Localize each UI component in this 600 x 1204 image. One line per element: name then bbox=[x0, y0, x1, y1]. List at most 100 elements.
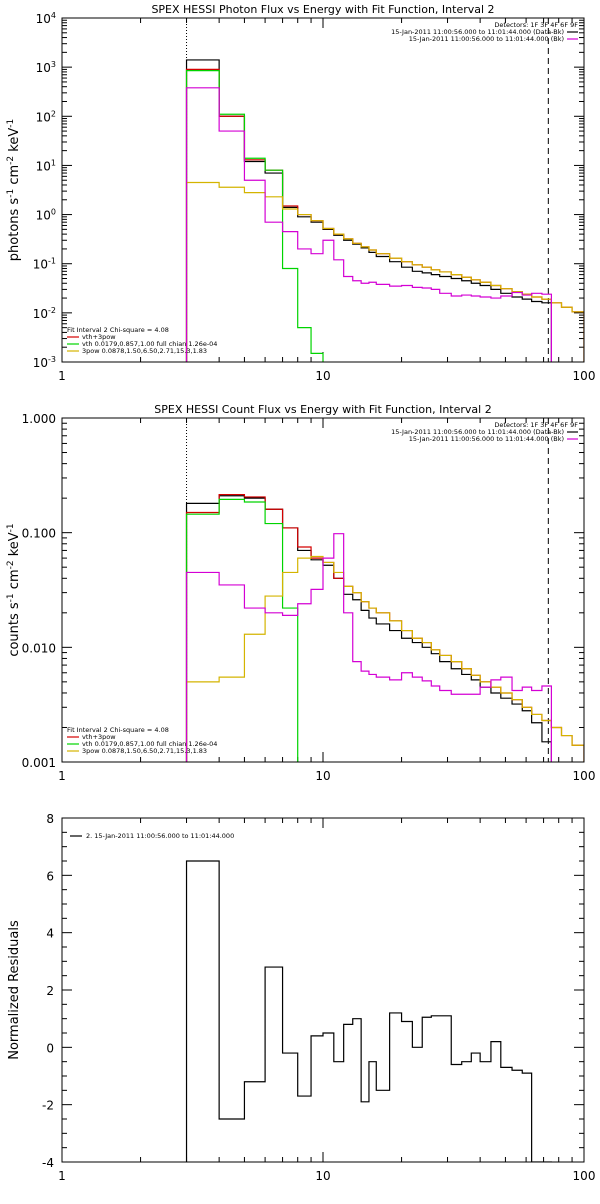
y-tick-label-exp: 1 bbox=[51, 158, 56, 167]
x-tick-label: 100 bbox=[573, 769, 596, 783]
x-tick-label: 10 bbox=[315, 769, 330, 783]
series-line-1 bbox=[185, 495, 552, 762]
x-tick-label: 1 bbox=[58, 369, 66, 383]
info-line: 15-Jan-2011 11:00:56.000 to 11:01:44.000… bbox=[409, 435, 564, 443]
y-ticks bbox=[62, 19, 584, 363]
y-tick-label: 100 bbox=[36, 208, 56, 223]
y-tick-label: 0.010 bbox=[22, 641, 56, 655]
y-tick-label: 2 bbox=[46, 984, 54, 998]
y-tick-label-exp: -1 bbox=[48, 257, 56, 266]
y-tick-label-base: 10 bbox=[36, 61, 51, 75]
y-tick-label: 10-2 bbox=[33, 306, 56, 321]
y-tick-label-base: 10 bbox=[36, 209, 51, 223]
series-group bbox=[185, 493, 584, 762]
info-line: 15-Jan-2011 11:00:56.000 to 11:01:44.000… bbox=[391, 428, 564, 436]
y-axis-label: photons s-1 cm-2 keV-1 bbox=[6, 119, 22, 261]
y-tick-label-base: 10 bbox=[36, 110, 51, 124]
fit-legend-entry: vth 0.0179,0.857,1.00 full chian 1.26e-0… bbox=[82, 740, 217, 748]
series-line-2 bbox=[185, 493, 584, 762]
fit-legend-entry: 3pow 0.0878,1.50,6.50,2.71,15.3,1.83 bbox=[82, 747, 207, 755]
info-line: 15-Jan-2011 11:00:56.000 to 11:01:44.000… bbox=[409, 35, 564, 43]
y-tick-label-base: 1.000 bbox=[22, 412, 56, 426]
y-axis-label: counts s-1 cm-2 keV-1 bbox=[6, 523, 22, 656]
y-tick-label: 10-3 bbox=[33, 355, 56, 370]
y-tick-label-exp: -2 bbox=[48, 306, 56, 315]
y-tick-label: 6 bbox=[46, 869, 54, 883]
y-ticks bbox=[62, 422, 584, 763]
panel-2: SPEX HESSI Count Flux vs Energy with Fit… bbox=[6, 403, 596, 783]
x-tick-label: 100 bbox=[573, 369, 596, 383]
y-tick-label: 103 bbox=[36, 60, 56, 75]
fit-legend-entry: vth+3pow bbox=[82, 733, 116, 741]
series-line-4 bbox=[185, 555, 584, 762]
plot-frame bbox=[61, 417, 585, 763]
y-axis-label-part: -1 bbox=[6, 119, 16, 128]
y-axis-label-part: -1 bbox=[6, 523, 16, 532]
info-line: 15-Jan-2011 11:00:56.000 to 11:01:44.000… bbox=[391, 28, 564, 36]
x-tick-label: 10 bbox=[315, 1169, 330, 1183]
y-axis-label-part: cm bbox=[7, 165, 22, 189]
y-axis-label-part: cm bbox=[7, 569, 22, 593]
y-tick-label-base: 10 bbox=[33, 258, 48, 272]
fit-legend-entry: 3pow 0.0878,1.50,6.50,2.71,15.3,1.83 bbox=[82, 347, 207, 355]
panel-3: 1 10 100 -4 -2 0 2 4 6 8 Normalized Residuals 2. 15… bbox=[7, 812, 596, 1183]
series-line-2 bbox=[185, 68, 584, 362]
y-axis-label-part: -1 bbox=[6, 593, 16, 602]
y-tick-label: 10-1 bbox=[33, 257, 56, 272]
y-tick-label: 8 bbox=[46, 812, 54, 826]
y-tick-label: 0 bbox=[46, 1041, 54, 1055]
y-tick-label-exp: -3 bbox=[48, 355, 56, 364]
fit-legend-entry: vth 0.0179,0.857,1.00 full chian 1.26e-0… bbox=[82, 340, 217, 348]
x-ticks bbox=[61, 18, 573, 362]
y-axis-label-part: photons s bbox=[7, 198, 22, 262]
y-tick-label-exp: 4 bbox=[51, 11, 56, 20]
x-tick-label: 1 bbox=[58, 769, 66, 783]
x-tick-label: 1 bbox=[58, 1169, 66, 1183]
series-line-1 bbox=[185, 59, 552, 362]
y-axis-label-part: keV bbox=[7, 532, 22, 560]
fit-legend-header: Fit Interval 2 Chi-square = 4.08 bbox=[67, 326, 169, 334]
y-axis-label: Normalized Residuals bbox=[7, 920, 22, 1060]
y-tick-label: 4 bbox=[46, 927, 54, 941]
info-line: Detectors: 1F 3F 4F 6F 9F bbox=[494, 421, 578, 429]
plot-frame bbox=[61, 17, 585, 363]
y-tick-label: 104 bbox=[36, 11, 56, 26]
info-line: Detectors: 1F 3F 4F 6F 9F bbox=[494, 21, 578, 29]
y-tick-label: 0.001 bbox=[22, 756, 56, 770]
series-line-5 bbox=[185, 87, 552, 362]
y-tick-label: 102 bbox=[36, 109, 56, 124]
y-tick-label-base: 10 bbox=[33, 307, 48, 321]
y-ticks bbox=[62, 817, 584, 1163]
y-tick-label-base: 0.100 bbox=[22, 527, 56, 541]
y-tick-label-exp: 3 bbox=[51, 60, 56, 69]
series-group bbox=[185, 59, 584, 362]
y-tick-label-exp: 2 bbox=[51, 109, 56, 118]
x-tick-label: 100 bbox=[573, 1169, 596, 1183]
series-line-4 bbox=[185, 181, 584, 362]
x-ticks bbox=[61, 818, 573, 1162]
y-axis-label-part: -2 bbox=[6, 156, 16, 165]
chart-title: SPEX HESSI Count Flux vs Energy with Fit… bbox=[154, 403, 491, 416]
y-tick-label: -4 bbox=[42, 1156, 54, 1170]
y-axis-label-part: counts s bbox=[7, 602, 22, 657]
y-axis-label-part: keV bbox=[7, 128, 22, 156]
y-axis-label-part: -1 bbox=[6, 189, 16, 198]
series-line-5 bbox=[185, 533, 552, 762]
panel-1: SPEX HESSI Photon Flux vs Energy with Fi… bbox=[6, 3, 596, 383]
y-tick-label: 101 bbox=[36, 158, 56, 173]
y-tick-label: 1.000 bbox=[22, 412, 56, 426]
y-tick-label: 0.100 bbox=[22, 527, 56, 541]
y-tick-label-base: 10 bbox=[33, 356, 48, 370]
y-tick-label: -2 bbox=[42, 1099, 54, 1113]
series-group bbox=[185, 860, 552, 1162]
chart-title: SPEX HESSI Photon Flux vs Energy with Fi… bbox=[151, 3, 494, 16]
y-tick-label-base: 10 bbox=[36, 159, 51, 173]
x-tick-label: 10 bbox=[315, 369, 330, 383]
y-tick-label-base: 0.010 bbox=[22, 641, 56, 655]
series-line-3 bbox=[185, 498, 299, 762]
y-axis-label-part: -2 bbox=[6, 560, 16, 569]
fit-legend-header: Fit Interval 2 Chi-square = 4.08 bbox=[67, 726, 169, 734]
y-tick-label-exp: 0 bbox=[51, 208, 56, 217]
